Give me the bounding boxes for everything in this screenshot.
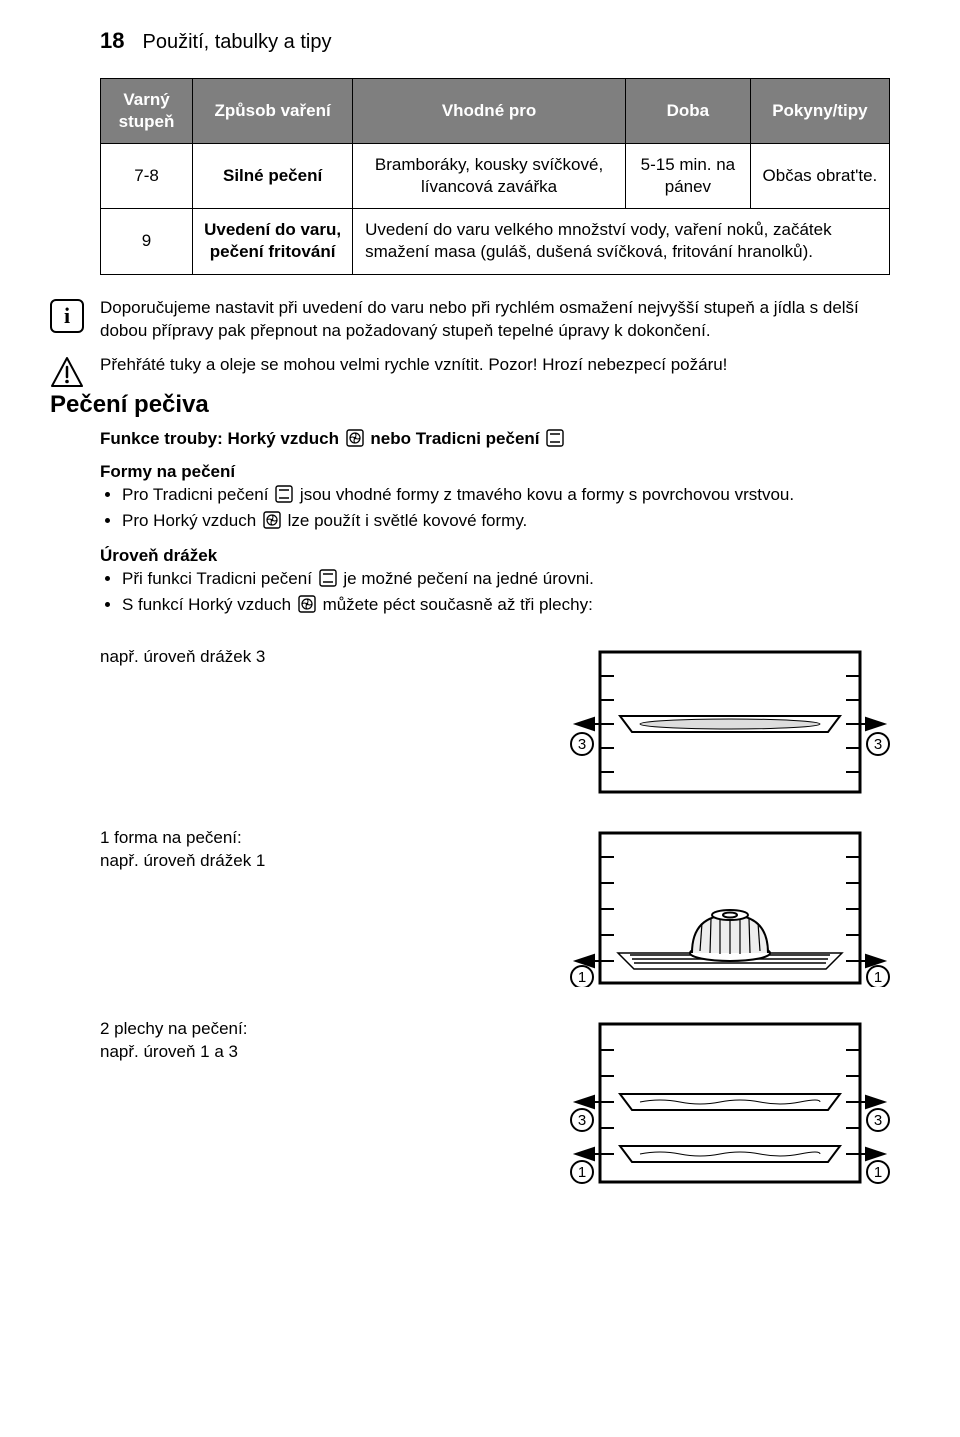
forms-heading: Formy na pečení [100,462,890,482]
conventional-icon [546,429,564,452]
col-time: Doba [625,79,750,144]
fan-icon [263,511,281,536]
cooking-table: Varný stupeň Způsob vaření Vhodné pro Do… [100,78,890,275]
level-number: 1 [578,969,586,986]
cell-tips: Občas obrat'te. [750,144,889,209]
oven-diagram: 1 1 [570,827,890,992]
conventional-icon [319,569,337,594]
col-suitable: Vhodné pro [353,79,626,144]
oven-diagram: 3 3 1 1 [570,1018,890,1193]
cell-time: 5-15 min. na pánev [625,144,750,209]
page-title: Použití, tabulky a tipy [142,31,331,54]
col-level: Varný stupeň [101,79,193,144]
level-number: 3 [874,1112,882,1129]
cell-method: Uvedení do varu, pečení fritování [193,209,353,274]
level-number: 1 [874,1164,882,1181]
list-item: Pro Horký vzduch lze použít i světlé kov… [122,510,890,536]
info-note: Doporučujeme nastavit při uvedení do var… [100,297,890,343]
fan-icon [298,595,316,620]
col-tips: Pokyny/tipy [750,79,889,144]
table-row: 7-8 Silné pečení Bramboráky, kousky svíč… [101,144,890,209]
cell-suitable: Bramboráky, kousky svíčkové, lívancová z… [353,144,626,209]
section-heading: Pečení pečiva [50,391,890,419]
col-method: Způsob vaření [193,79,353,144]
cell-level: 7-8 [101,144,193,209]
warn-note: Přehřáté tuky a oleje se mohou velmi ryc… [100,354,727,377]
level-number: 3 [578,1112,586,1129]
level-number: 1 [874,969,882,986]
level-number: 3 [578,736,586,753]
level-number: 3 [874,736,882,753]
level-heading: Úroveň drážek [100,546,890,566]
cell-method: Silné pečení [193,144,353,209]
level-number: 1 [578,1164,586,1181]
diagram-label: např. úroveň drážek 3 [100,646,420,669]
page-number: 18 [100,28,124,54]
list-item: Pro Tradicni pečení jsou vhodné formy z … [122,484,890,510]
function-intro: Funkce trouby: Horký vzduch nebo Tradicn… [100,429,890,452]
oven-diagram: 3 3 [570,646,890,801]
list-item: S funkcí Horký vzduch můžete péct součas… [122,594,890,620]
cell-level: 9 [101,209,193,274]
conventional-icon [275,485,293,510]
cell-merged: Uvedení do varu velkého množství vody, v… [353,209,890,274]
diagram-label: 2 plechy na pečení: např. úroveň 1 a 3 [100,1018,420,1064]
info-icon: i [50,299,84,333]
table-row: 9 Uvedení do varu, pečení fritování Uved… [101,209,890,274]
list-item: Při funkci Tradicni pečení je možné peče… [122,568,890,594]
fan-icon [346,429,364,452]
diagram-label: 1 forma na pečení: např. úroveň drážek 1 [100,827,420,873]
